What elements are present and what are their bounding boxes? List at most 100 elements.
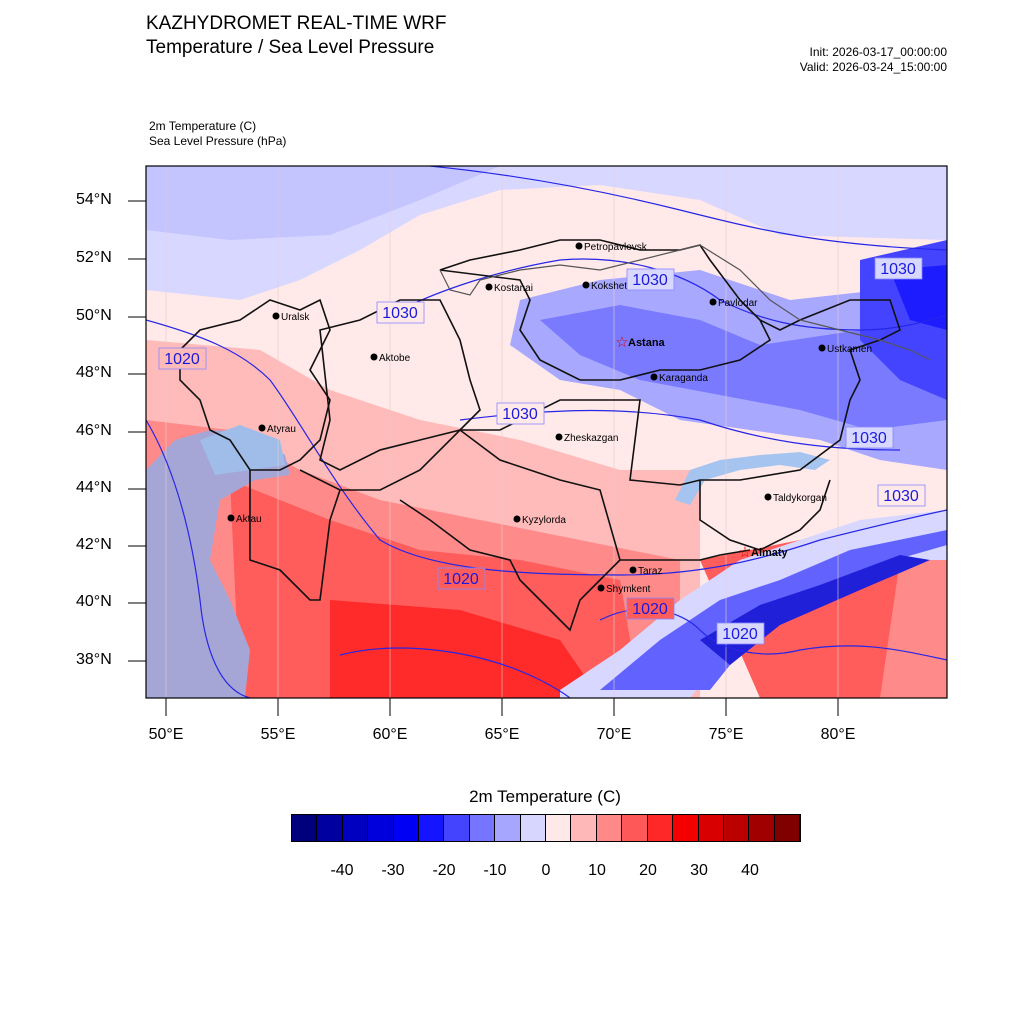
colorbar-swatch [520,815,547,841]
colorbar-swatch [292,815,318,841]
temperature-field [146,166,947,698]
valid-time: Valid: 2026-03-24_15:00:00 [799,60,947,74]
city-dot-kyzylorda [513,515,521,523]
city-dot-shymkent [597,584,605,592]
lat-tick-label: 50°N [76,307,112,324]
colorbar-swatch [469,815,496,841]
city-label: Aktobe [379,353,411,364]
city-dot-aktobe [370,353,378,361]
city-label: Kyzylorda [522,515,566,526]
city-dot-taraz [629,566,637,574]
colorbar-swatch [673,815,699,841]
regional-borders [179,239,901,632]
city-label: Shymkent [606,584,651,595]
lat-tick-label: 46°N [76,422,112,439]
temperature-layer-label: 2m Temperature (C) [149,119,257,133]
city-label: Kostanai [494,283,533,294]
city-dot-petropavlovsk [575,242,583,250]
colorbar-swatch [622,815,648,841]
colorbar-swatch [393,815,420,841]
country-border [439,244,931,361]
city-label: Karaganda [659,373,708,384]
colorbar [291,814,801,842]
isobar-label: 1030 [632,272,668,289]
axis-ticks [128,200,839,716]
lat-tick-label: 44°N [76,479,112,496]
pressure-layer-label: Sea Level Pressure (hPa) [149,134,287,148]
colorbar-tick: -10 [483,862,507,879]
city-label: Astana [628,337,666,349]
colorbar-title: 2m Temperature (C) [469,787,621,806]
city-dot-ustkamen [818,344,826,352]
colorbar-swatch [495,815,521,841]
lat-tick-label: 42°N [76,536,112,553]
city-dot-pavlodar [709,298,717,306]
lat-tick-label: 40°N [76,593,112,610]
colorbar-swatch [571,815,597,841]
city-dot-karaganda [650,373,658,381]
lon-tick-label: 55°E [260,726,296,743]
isobar-label: 1030 [883,488,919,505]
city-label: Zheskazgan [564,433,618,444]
city-label: Uralsk [281,312,310,323]
colorbar-swatch [698,815,724,841]
isobar-label: 1020 [164,351,200,368]
city-label: Ustkamen [827,344,872,355]
capital-star-almaty: ☆ [738,544,751,561]
isobar-label: 1030 [502,406,538,423]
title-line-1: KAZHYDROMET REAL-TIME WRF [146,13,447,34]
capital-star-astana: ☆ [615,334,628,351]
colorbar-swatch [647,815,674,841]
city-markers: ☆ ☆ [227,242,826,592]
lon-tick-label: 75°E [708,726,744,743]
graticule [165,166,839,698]
isobar-label: 1030 [880,261,916,278]
city-dot-kokshetau [582,281,590,289]
colorbar-swatch [342,815,369,841]
colorbar-swatch [368,815,394,841]
colorbar-tick: 20 [639,862,657,879]
isobar-label: 1030 [382,305,418,322]
isobar-label: 1020 [443,571,479,588]
lon-tick-label: 60°E [372,726,408,743]
colorbar-swatch [723,815,750,841]
city-label: Pavlodar [718,298,758,309]
city-label: Taldykorgan [773,493,827,504]
colorbar-tick: -20 [432,862,456,879]
city-label: Atyrau [267,424,296,435]
city-label: Aktau [236,514,262,525]
colorbar-tick: 10 [588,862,606,879]
lat-tick-label: 48°N [76,364,112,381]
city-label: Taraz [638,566,662,577]
city-dot-atyrau [258,424,266,432]
city-labels: Uralsk Aktobe Atyrau Aktau Kostanai Petr… [236,242,872,595]
city-label: Almaty [751,547,789,559]
lon-tick-label: 70°E [596,726,632,743]
colorbar-tick: 0 [541,862,551,879]
init-time: Init: 2026-03-17_00:00:00 [809,45,947,59]
colorbar-tick: 40 [741,862,759,879]
colorbar-swatch [774,815,801,841]
city-dot-zheskazgan [555,433,563,441]
title-line-2: Temperature / Sea Level Pressure [146,37,435,58]
lat-tick-label: 38°N [76,651,112,668]
colorbar-swatch [596,815,623,841]
colorbar-swatch [317,815,343,841]
lon-tick-label: 80°E [820,726,856,743]
lat-tick-label: 52°N [76,249,112,266]
colorbar-swatch [749,815,775,841]
colorbar-swatch [546,815,572,841]
isobar-label: 1020 [722,626,758,643]
city-dot-taldykorgan [764,493,772,501]
colorbar-swatch [419,815,445,841]
isobar-label: 1020 [632,601,668,618]
isobar-labels: 1030 1030 1030 1030 1030 1030 1020 1020 … [158,257,926,645]
colorbar-swatch [444,815,470,841]
isobar-label: 1030 [851,430,887,447]
lon-tick-label: 65°E [484,726,520,743]
city-label: Kokshetau [591,281,638,292]
colorbar-tick: 30 [690,862,708,879]
city-dot-aktau [227,514,235,522]
city-label: Petropavlovsk [584,242,648,253]
